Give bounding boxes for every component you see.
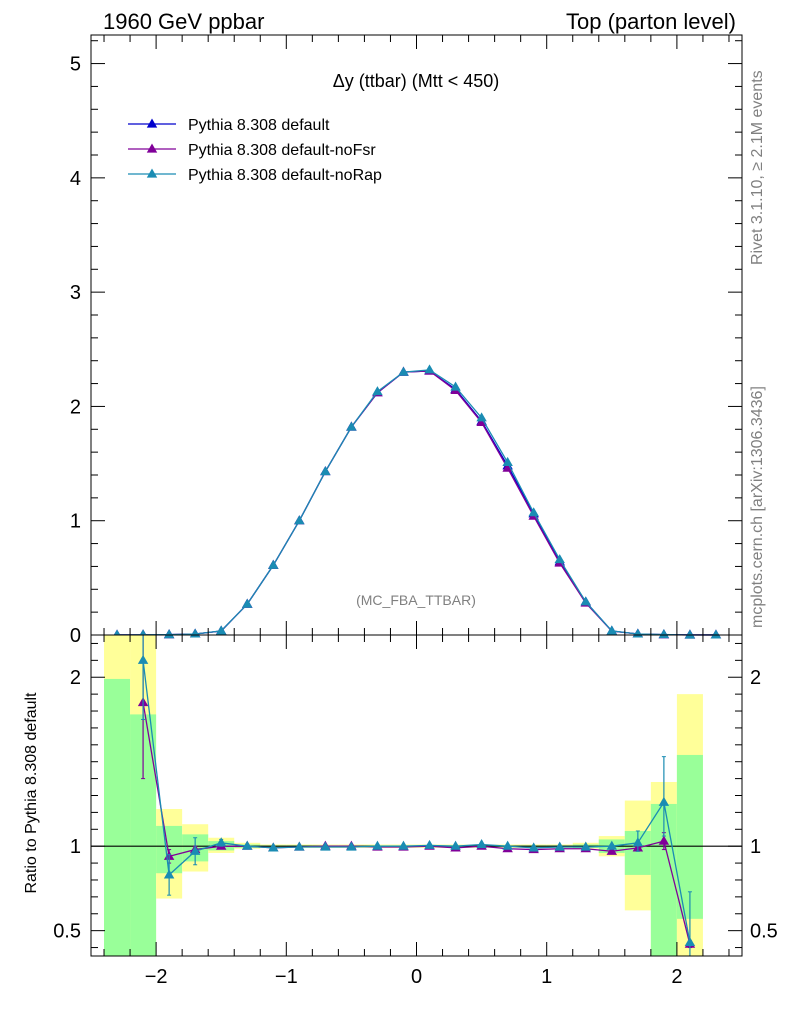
- legend-entry: Pythia 8.308 default-noRap: [188, 167, 382, 184]
- uncertainty-band-green: [104, 678, 131, 956]
- mcplots-label: mcplots.cern.ch [arXiv:1306.3436]: [749, 386, 766, 628]
- data-point: [294, 515, 305, 525]
- ratio-point: [632, 837, 644, 847]
- x-tick-label: 0: [411, 966, 422, 988]
- data-point: [684, 629, 696, 639]
- y-tick-label: 3: [70, 282, 81, 304]
- ratio-point: [372, 840, 383, 850]
- data-point: [268, 559, 279, 569]
- data-point: [528, 507, 539, 517]
- series-line: [117, 369, 716, 636]
- ratio-point: [658, 796, 670, 806]
- ratio-series-line: [142, 660, 691, 943]
- ratio-point: [476, 838, 487, 849]
- y-tick-label: 0: [70, 625, 81, 647]
- ratio-y-tick-label: 0.5: [53, 921, 81, 943]
- data-point: [450, 381, 461, 391]
- data-point: [372, 386, 383, 396]
- ratio-point: [424, 839, 435, 849]
- legend: Pythia 8.308 default Pythia 8.308 default…: [128, 117, 382, 184]
- main-title: Δy (ttbar) (Mtt < 450): [333, 71, 500, 91]
- ratio-y-tick-label-right: 0.5: [750, 921, 778, 943]
- ratio-point: [320, 841, 331, 851]
- main-panel: 0 1 2 3 4 5 Δy (ttbar) (Mtt < 450) (MC_FBA_TT…: [70, 34, 743, 647]
- x-tick-label: 2: [671, 966, 682, 988]
- y-tick-label: 5: [70, 54, 81, 76]
- data-point: [606, 625, 618, 635]
- ratio-y-tick-label: 1: [70, 836, 81, 858]
- data-point: [658, 629, 670, 639]
- rivet-label: Rivet 3.1.10, ≥ 2.1M events: [749, 70, 766, 265]
- data-point: [476, 416, 487, 427]
- ratio-point: [502, 840, 513, 850]
- ratio-y-tick-label: 2: [70, 667, 81, 689]
- data-point: [320, 466, 331, 476]
- ratio-point: [606, 845, 618, 855]
- legend-marker: [146, 143, 158, 153]
- ratio-point: [137, 654, 149, 664]
- ratio-point: [554, 841, 565, 851]
- data-point: [710, 629, 722, 639]
- y-tick-label: 1: [70, 511, 81, 533]
- y-tick-label: 4: [70, 168, 81, 190]
- ratio-y-tick-label-right: 1: [750, 836, 761, 858]
- data-point: [398, 366, 409, 376]
- ratio-panel: 0.5 0.5 1 1 2 2 −2 −1 0 1 2 Ratio to Pythia 8.308 …: [23, 634, 778, 988]
- watermark: (MC_FBA_TTBAR): [356, 592, 476, 608]
- legend-entry: Pythia 8.308 default-noFsr: [188, 142, 376, 159]
- legend-marker: [146, 118, 158, 128]
- ratio-point: [189, 845, 201, 855]
- ratio-point: [398, 840, 409, 850]
- ratio-point: [684, 936, 696, 947]
- data-point: [554, 554, 565, 564]
- ratio-point: [606, 840, 618, 850]
- ratio-point: [528, 842, 539, 852]
- ratio-y-tick-label-right: 2: [750, 667, 761, 689]
- x-tick-label: −1: [275, 966, 298, 988]
- data-point: [502, 456, 513, 467]
- x-tick-label: 1: [541, 966, 552, 988]
- header-right: Top (parton level): [566, 9, 736, 34]
- header-left: 1960 GeV ppbar: [103, 9, 264, 34]
- data-point: [346, 421, 357, 431]
- legend-marker: [146, 168, 158, 178]
- data-point: [242, 598, 253, 608]
- data-point: [424, 364, 435, 374]
- ratio-point: [658, 835, 670, 845]
- x-tick-label: −2: [145, 966, 168, 988]
- y-tick-label: 2: [70, 396, 81, 418]
- ratio-point: [163, 869, 175, 879]
- ratio-ylabel: Ratio to Pythia 8.308 default: [23, 692, 40, 894]
- data-point: [502, 462, 513, 472]
- ratio-point: [580, 841, 591, 851]
- data-point: [163, 629, 175, 639]
- data-point: [580, 596, 591, 606]
- ratio-point: [268, 842, 279, 852]
- data-point: [476, 412, 487, 422]
- ratio-point: [294, 841, 305, 851]
- ratio-point: [450, 840, 461, 850]
- ratio-series-line: [142, 702, 691, 945]
- ratio-point: [242, 840, 253, 850]
- data-point: [215, 625, 227, 635]
- ratio-point: [346, 841, 357, 851]
- legend-entry: Pythia 8.308 default: [188, 117, 330, 134]
- ratio-point: [215, 837, 227, 847]
